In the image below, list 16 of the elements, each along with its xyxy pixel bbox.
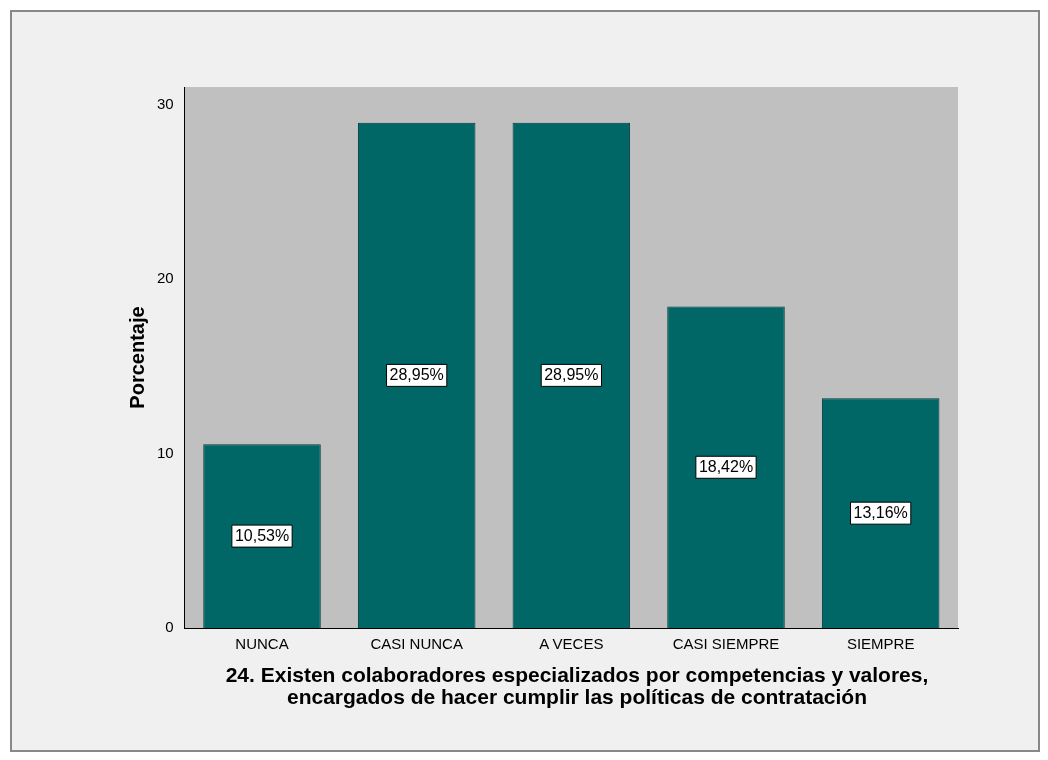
- y-tick-label: 0: [165, 618, 174, 636]
- y-tick-label: 10: [157, 443, 174, 461]
- data-label: 13,16%: [853, 503, 908, 521]
- x-tick-label: SIEMPRE: [846, 635, 915, 653]
- data-label: 28,95%: [544, 365, 599, 383]
- x-axis-title: 24. Existen colaboradores especializados por competencias y valores, encargados de hacer cumplir las políticas de contratación: [224, 663, 930, 708]
- y-axis-title: Porcentaje: [125, 306, 148, 409]
- y-tick-label: 30: [157, 94, 174, 112]
- data-label: 10,53%: [234, 526, 290, 544]
- x-tick-label: NUNCA: [235, 635, 289, 653]
- x-tick-label: CASI NUNCA: [370, 635, 463, 653]
- y-tick-label: 20: [157, 269, 174, 287]
- x-tick-label: CASI SIEMPRE: [672, 635, 780, 653]
- data-label: 18,42%: [698, 457, 754, 475]
- data-label: 28,95%: [389, 365, 444, 383]
- x-tick-label: A VECES: [539, 635, 604, 653]
